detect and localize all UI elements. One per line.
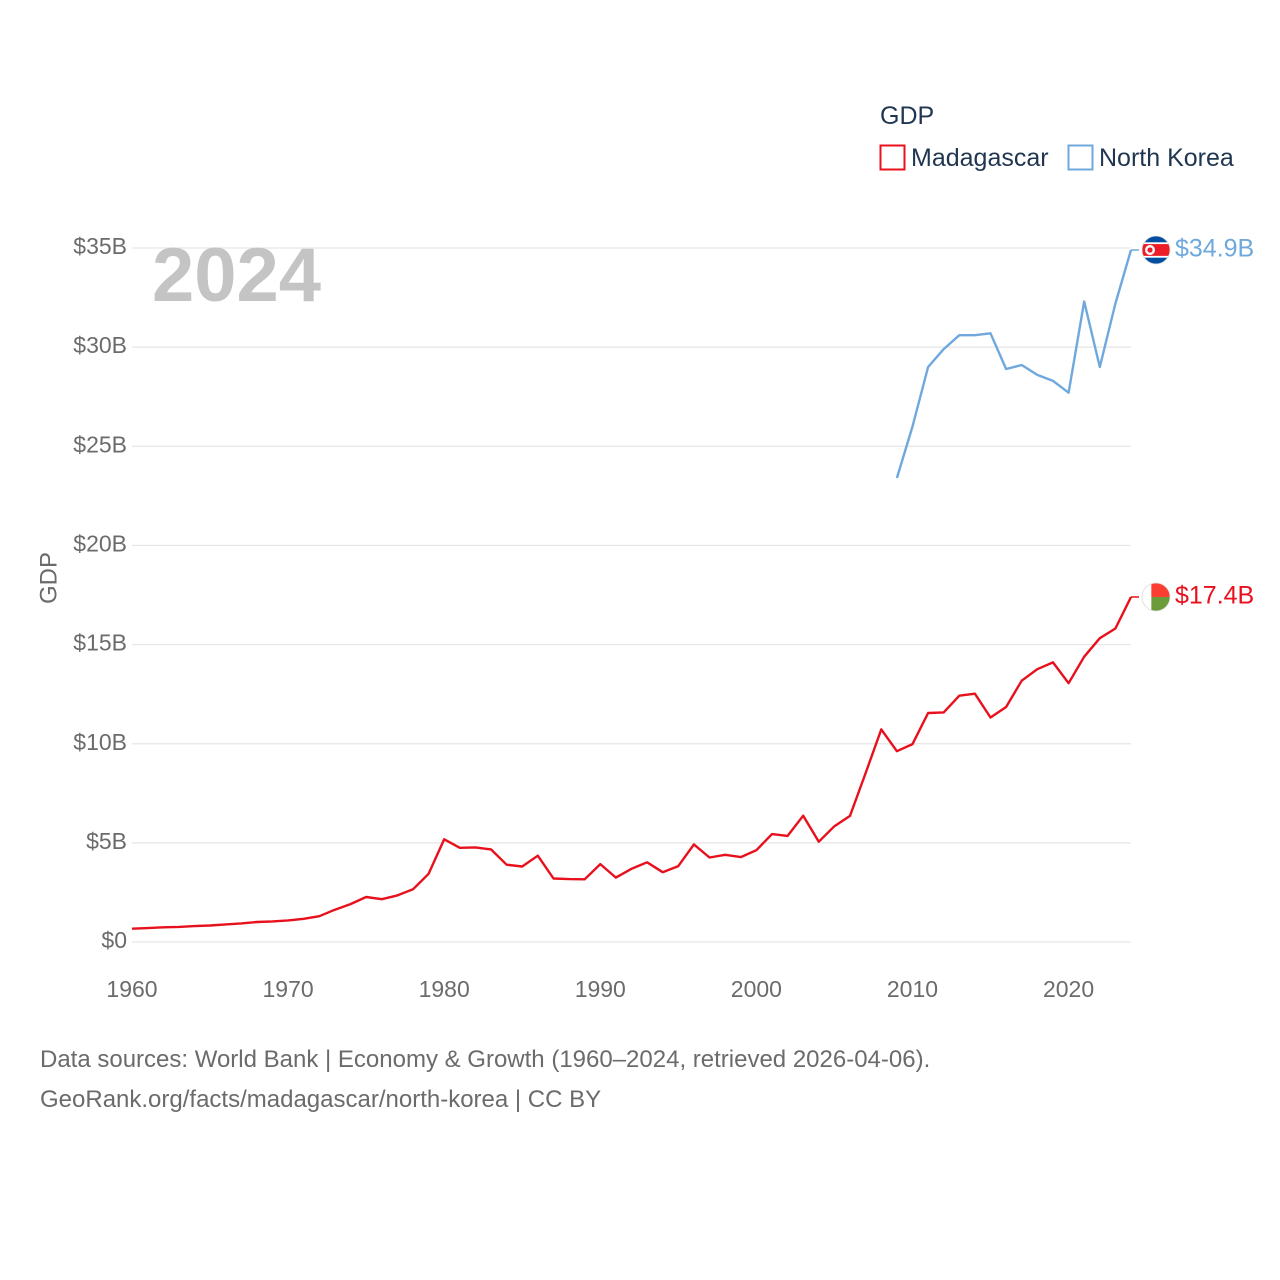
x-tick-label: 1960 (106, 976, 157, 1002)
y-tick-label: $15B (73, 630, 127, 656)
legend: GDP Madagascar North Korea (879, 102, 1234, 172)
y-tick-label: $5B (86, 828, 127, 854)
legend-swatch-madagascar (879, 144, 906, 171)
y-axis-label: GDP (35, 552, 62, 604)
x-tick-label: 1970 (263, 976, 314, 1002)
legend-swatch-north-korea (1067, 144, 1094, 171)
flag-border (1141, 582, 1171, 612)
x-tick-label: 1980 (419, 976, 470, 1002)
x-tick-label: 2000 (731, 976, 782, 1002)
series-line-north-korea (895, 249, 1133, 479)
y-tick-label: $0 (101, 927, 127, 953)
flag-border (1141, 235, 1171, 265)
y-tick-label: $25B (73, 431, 127, 457)
north-korea-flag-icon (1142, 235, 1170, 264)
year-overlay: 2024 (152, 233, 321, 318)
y-tick-label: $30B (73, 332, 127, 358)
y-tick-label: $35B (73, 233, 127, 259)
footer-source: Data sources: World Bank | Economy & Gro… (40, 1046, 931, 1073)
legend-title: GDP (880, 102, 934, 130)
gdp-line-chart: $0$5B$10B$15B$20B$25B$30B$35B 1960 1970 19… (35, 102, 1254, 1002)
legend-label-north-korea: North Korea (1099, 144, 1234, 172)
legend-label-madagascar: Madagascar (911, 144, 1049, 172)
series-end-labels: $17.4B $34.9B (1131, 235, 1254, 612)
series-lines (131, 249, 1133, 930)
legend-item-madagascar[interactable]: Madagascar (879, 144, 1049, 172)
x-axis-ticks: 1960 1970 1980 1990 2000 2010 2020 (106, 976, 1094, 1002)
legend-item-north-korea[interactable]: North Korea (1067, 144, 1234, 172)
x-tick-label: 2010 (887, 976, 938, 1002)
y-tick-label: $20B (73, 531, 127, 557)
footer-link: GeoRank.org/facts/madagascar/north-korea… (40, 1086, 602, 1113)
end-value-label-north-korea: $34.9B (1175, 235, 1254, 263)
grid-lines (132, 247, 1131, 943)
x-tick-label: 1990 (575, 976, 626, 1002)
x-tick-label: 2020 (1043, 976, 1094, 1002)
end-value-label-madagascar: $17.4B (1175, 582, 1254, 610)
series-line-madagascar (131, 596, 1133, 930)
y-axis-ticks: $0 $5B $10B $15B $20B $25B $30B $35B (73, 233, 127, 953)
y-tick-label: $10B (73, 729, 127, 755)
